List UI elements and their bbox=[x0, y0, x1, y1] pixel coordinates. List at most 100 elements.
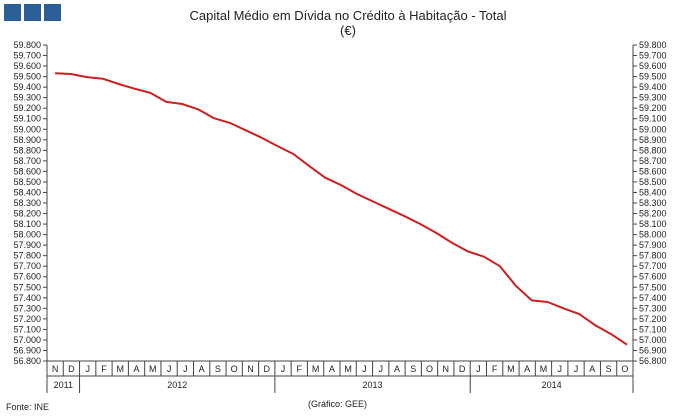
y-tick-label-right: 57.400 bbox=[639, 293, 667, 303]
y-tick-label-left: 59.500 bbox=[13, 72, 41, 82]
x-year-label: 2011 bbox=[54, 380, 73, 390]
y-tick-label-right: 57.100 bbox=[639, 324, 667, 334]
y-tick-label-left: 59.800 bbox=[13, 40, 41, 50]
x-year-label: 2014 bbox=[542, 380, 562, 390]
y-tick-label-right: 57.900 bbox=[639, 240, 667, 250]
y-tick-label-left: 57.500 bbox=[13, 282, 41, 292]
y-tick-label-left: 59.400 bbox=[13, 82, 41, 92]
logo-square-3 bbox=[44, 4, 61, 21]
y-tick-label-right: 57.700 bbox=[639, 261, 667, 271]
x-tick-label: O bbox=[621, 364, 628, 374]
x-tick-label: F bbox=[297, 364, 303, 374]
y-tick-label-right: 57.200 bbox=[639, 314, 667, 324]
x-tick-label: M bbox=[312, 364, 320, 374]
y-tick-label-left: 57.000 bbox=[13, 335, 41, 345]
plot-area bbox=[55, 72, 628, 346]
y-tick-label-right: 58.800 bbox=[639, 145, 667, 155]
y-tick-label-right: 59.400 bbox=[639, 82, 667, 92]
x-tick-label: J bbox=[362, 364, 367, 374]
x-tick-label: J bbox=[281, 364, 286, 374]
y-tick-label-right: 59.300 bbox=[639, 93, 667, 103]
y-tick-label-right: 58.900 bbox=[639, 135, 667, 145]
y-tick-label-right: 58.000 bbox=[639, 230, 667, 240]
y-tick-label-left: 59.100 bbox=[13, 114, 41, 124]
y-tick-label-left: 58.300 bbox=[13, 198, 41, 208]
y-tick-label-right: 59.000 bbox=[639, 124, 667, 134]
x-tick-label: J bbox=[167, 364, 172, 374]
x-tick-label: N bbox=[247, 364, 254, 374]
y-tick-label-left: 59.300 bbox=[13, 93, 41, 103]
y-tick-label-left: 59.200 bbox=[13, 103, 41, 113]
y-tick-label-right: 56.900 bbox=[639, 345, 667, 355]
chart-subtitle: (€) bbox=[340, 23, 356, 38]
x-tick-label: J bbox=[183, 364, 188, 374]
x-tick-label: M bbox=[344, 364, 352, 374]
y-tick-label-right: 56.800 bbox=[639, 356, 667, 366]
y-tick-label-right: 59.500 bbox=[639, 72, 667, 82]
x-tick-label: J bbox=[378, 364, 383, 374]
x-tick-label: A bbox=[134, 364, 140, 374]
x-tick-label: A bbox=[589, 364, 595, 374]
y-tick-label-right: 57.600 bbox=[639, 272, 667, 282]
x-tick-label: M bbox=[149, 364, 157, 374]
x-tick-label: S bbox=[410, 364, 416, 374]
x-tick-label: N bbox=[52, 364, 59, 374]
x-tick-label: A bbox=[394, 364, 400, 374]
x-tick-label: F bbox=[101, 364, 107, 374]
y-tick-label-left: 58.600 bbox=[13, 166, 41, 176]
credit-note: (Gráfico: GEE) bbox=[308, 399, 368, 409]
x-tick-label: S bbox=[215, 364, 221, 374]
x-year-label: 2012 bbox=[167, 380, 187, 390]
y-tick-label-left: 57.700 bbox=[13, 261, 41, 271]
y-tick-label-left: 58.400 bbox=[13, 187, 41, 197]
y-tick-label-right: 58.500 bbox=[639, 177, 667, 187]
x-tick-label: A bbox=[524, 364, 530, 374]
x-tick-label: D bbox=[459, 364, 466, 374]
y-tick-label-right: 59.800 bbox=[639, 40, 667, 50]
x-tick-label: S bbox=[606, 364, 612, 374]
y-tick-label-left: 58.500 bbox=[13, 177, 41, 187]
logo-square-2 bbox=[24, 4, 41, 21]
y-tick-label-right: 59.700 bbox=[639, 51, 667, 61]
y-tick-label-right: 57.500 bbox=[639, 282, 667, 292]
y-tick-label-left: 58.800 bbox=[13, 145, 41, 155]
x-year-label: 2013 bbox=[363, 380, 383, 390]
x-tick-label: A bbox=[199, 364, 205, 374]
y-tick-label-left: 58.000 bbox=[13, 230, 41, 240]
x-tick-label: J bbox=[574, 364, 579, 374]
y-tick-label-left: 57.900 bbox=[13, 240, 41, 250]
y-tick-label-left: 56.900 bbox=[13, 345, 41, 355]
logo-square-1 bbox=[4, 4, 21, 21]
x-tick-label: M bbox=[540, 364, 548, 374]
x-tick-label: N bbox=[443, 364, 450, 374]
x-tick-label: M bbox=[507, 364, 515, 374]
y-tick-label-right: 57.300 bbox=[639, 303, 667, 313]
y-tick-label-right: 59.600 bbox=[639, 61, 667, 71]
x-tick-label: J bbox=[85, 364, 90, 374]
x-tick-label: D bbox=[264, 364, 271, 374]
y-tick-label-left: 59.700 bbox=[13, 51, 41, 61]
x-tick-label: O bbox=[426, 364, 433, 374]
x-tick-label: A bbox=[329, 364, 335, 374]
y-tick-label-left: 58.900 bbox=[13, 135, 41, 145]
y-tick-label-right: 58.200 bbox=[639, 209, 667, 219]
y-tick-label-left: 59.600 bbox=[13, 61, 41, 71]
y-tick-label-left: 57.300 bbox=[13, 303, 41, 313]
y-tick-label-left: 57.800 bbox=[13, 251, 41, 261]
y-tick-label-right: 58.700 bbox=[639, 156, 667, 166]
y-tick-label-right: 57.000 bbox=[639, 335, 667, 345]
x-tick-label: F bbox=[492, 364, 498, 374]
y-tick-label-right: 59.200 bbox=[639, 103, 667, 113]
y-tick-label-left: 57.400 bbox=[13, 293, 41, 303]
series-line bbox=[55, 72, 628, 346]
y-tick-label-right: 58.100 bbox=[639, 219, 667, 229]
source-note: Fonte: INE bbox=[6, 402, 50, 412]
y-tick-label-left: 59.000 bbox=[13, 124, 41, 134]
x-tick-label: J bbox=[558, 364, 563, 374]
y-tick-label-right: 57.800 bbox=[639, 251, 667, 261]
x-tick-label: J bbox=[476, 364, 481, 374]
y-tick-label-right: 58.300 bbox=[639, 198, 667, 208]
y-tick-label-left: 56.800 bbox=[13, 356, 41, 366]
